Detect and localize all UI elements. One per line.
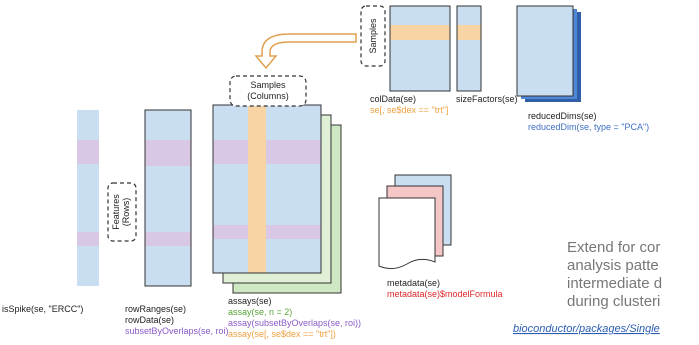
coldata-label: colData(se) — [370, 94, 416, 104]
metadata-label: metadata(se) — [387, 278, 440, 288]
reduceddims-block — [517, 6, 581, 102]
assays-example: assay(se[, se$dex == "trt"]) — [228, 329, 336, 339]
side-text: Extend for cor — [567, 239, 660, 256]
reduceddims-example: reducedDim(se, type = "PCA") — [528, 122, 649, 132]
side-text: during clusteri — [567, 293, 660, 310]
samples-label: Samples — [368, 18, 378, 54]
coldata-block — [390, 6, 450, 91]
features-label: Features — [111, 194, 121, 230]
diagram: Features (Rows) Samples (Columns) Sample… — [0, 0, 699, 345]
sizefactors-label: sizeFactors(se) — [456, 94, 518, 104]
sizefactors-block — [457, 6, 481, 91]
rowranges-example: subsetByOverlaps(se, roi) — [125, 326, 229, 336]
source-link[interactable]: bioconductor/packages/Single — [513, 323, 660, 335]
rowranges-column — [145, 110, 191, 286]
reduceddims-label: reducedDims(se) — [528, 111, 597, 121]
assays-stack — [213, 105, 341, 293]
rowdata-label: rowData(se) — [125, 315, 174, 325]
metadata-example: metadata(se)$modelFormula — [387, 289, 503, 299]
arrow — [256, 34, 356, 68]
assays-example: assay(subsetByOverlaps(se, roi)) — [228, 318, 361, 328]
assays-label: assays(se) — [228, 296, 272, 306]
metadata-docs — [379, 175, 451, 269]
side-text: intermediate d — [567, 275, 662, 292]
side-text: analysis patte — [567, 257, 659, 274]
assays-example: assay(se, n = 2) — [228, 307, 292, 317]
isspike-label: isSpike(se, "ERCC") — [2, 304, 83, 314]
samples-columns-label: (Columns) — [247, 91, 289, 101]
isspike-column — [77, 110, 99, 286]
features-label: (Rows) — [121, 198, 131, 227]
rowranges-label: rowRanges(se) — [125, 304, 186, 314]
coldata-example: se[, se$dex == "trt"] — [370, 105, 448, 115]
samples-columns-label: Samples — [250, 80, 286, 90]
